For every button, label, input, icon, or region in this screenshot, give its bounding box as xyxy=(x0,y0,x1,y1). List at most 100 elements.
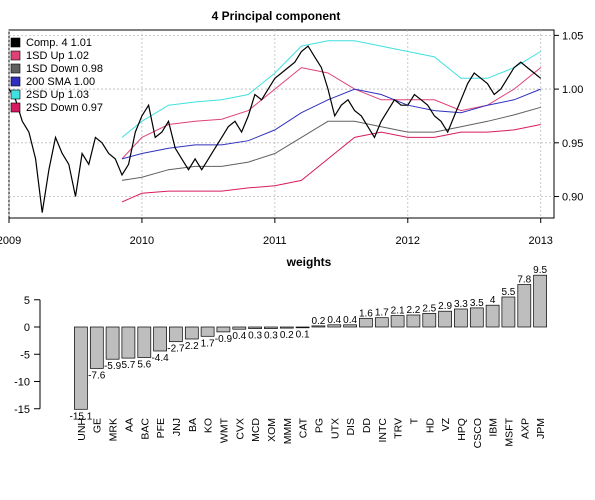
bar-category-label: BA xyxy=(187,418,199,432)
bar-category-label: GE xyxy=(92,418,104,433)
bar-chart-title: weights xyxy=(286,255,332,269)
bar-data-label: 3.3 xyxy=(454,299,468,310)
bar-category-label: BAC xyxy=(139,418,151,440)
bar-category-label: PFE xyxy=(155,418,167,438)
bar-category-label: AXP xyxy=(519,418,531,439)
bar-data-label: 2.5 xyxy=(422,303,436,314)
legend-entry-label: 2SD Up 1.03 xyxy=(26,89,89,101)
bar-data-label: 0.2 xyxy=(280,330,294,341)
bar-data-label: 3.5 xyxy=(470,298,484,309)
line-chart-grid xyxy=(8,30,554,218)
bar-data-label: -0.9 xyxy=(215,334,233,345)
bar-bac xyxy=(137,326,152,358)
bar-category-label: AA xyxy=(123,418,135,432)
bar-chart-bars xyxy=(74,274,547,410)
bar-data-label: -5.9 xyxy=(104,361,122,372)
bar-data-label: 0.2 xyxy=(311,316,325,327)
bar-chart-y-tick-label: -10 xyxy=(14,377,30,389)
bar-category-label: HD xyxy=(424,418,436,434)
bar-data-label: 2.2 xyxy=(406,305,420,316)
bar-intc xyxy=(374,317,389,328)
bar-chart-category-labels: UNH GE MRK AA BAC PFE JNJ BA KO WMT CVX MCD XOM MMM CA… xyxy=(76,417,547,448)
bar-trv xyxy=(390,315,405,328)
bar-data-label: 0.4 xyxy=(327,315,341,326)
line-chart-x-tick-label: 2009 xyxy=(0,235,21,247)
bar-data-label: 0.4 xyxy=(343,315,357,326)
legend-entry-label: 2SD Down 0.97 xyxy=(26,102,103,114)
bar-pg xyxy=(311,325,326,328)
bar-xom xyxy=(264,326,278,329)
line-chart-x-tick-label: 2012 xyxy=(396,235,420,247)
bar-category-label: UNH xyxy=(76,418,88,441)
bar-category-label: INTC xyxy=(377,418,389,443)
bar-category-label: KO xyxy=(203,418,215,433)
bar-category-label: MSFT xyxy=(503,417,515,446)
line-chart-title: 4 Principal component xyxy=(212,9,341,23)
bar-data-label: -2.7 xyxy=(167,344,185,355)
line-chart-y-tick-label: 1.00 xyxy=(562,84,583,96)
bar-msft xyxy=(501,296,516,328)
bar-category-label: PG xyxy=(313,418,325,433)
bar-wmt xyxy=(216,326,231,333)
bar-data-label: 0.3 xyxy=(264,331,278,342)
bar-category-label: JNJ xyxy=(171,418,183,436)
bar-dd xyxy=(359,317,373,328)
bar-data-label: 5.6 xyxy=(137,360,151,371)
line-series-2sd-up-1-03 xyxy=(121,40,541,138)
bar-data-label: 0.4 xyxy=(232,331,246,342)
line-chart-x-tick-label: 2011 xyxy=(263,235,287,247)
bar-data-label: 1.6 xyxy=(359,308,373,319)
bar-ibm xyxy=(485,304,500,328)
bar-chart-y-tick-label: 0 xyxy=(24,322,30,334)
bar-csco xyxy=(469,307,484,328)
legend-swatch xyxy=(10,76,21,87)
bar-data-label: 1.7 xyxy=(201,338,215,349)
bar-t xyxy=(406,314,421,328)
bar-data-label: -4.4 xyxy=(151,353,169,364)
bar-mmm xyxy=(279,326,294,329)
bar-category-label: TRV xyxy=(393,418,405,439)
bar-category-label: VZ xyxy=(440,417,452,431)
line-chart-x-tick-label: 2013 xyxy=(528,235,552,247)
bar-dis xyxy=(343,324,357,328)
bar-ko xyxy=(200,326,215,337)
line-series-2sd-down-0-97 xyxy=(121,124,541,203)
line-chart-y-tick-label: 1.05 xyxy=(562,30,583,42)
bar-aa xyxy=(121,326,136,359)
bar-category-label: DIS xyxy=(345,418,357,436)
bar-category-label: DD xyxy=(361,418,373,434)
legend-swatch xyxy=(10,50,21,61)
line-series-200-sma-1-00 xyxy=(121,88,541,160)
legend-swatch xyxy=(10,89,21,100)
bar-data-label: 1.7 xyxy=(375,308,389,319)
bar-ge xyxy=(89,326,104,369)
line-chart-y-tick-label: 0.95 xyxy=(562,138,583,150)
bar-mrk xyxy=(105,326,120,360)
bar-category-label: IBM xyxy=(488,418,500,437)
bar-pfe xyxy=(153,326,167,352)
line-series-comp-4-1-01 xyxy=(8,45,542,213)
bar-data-label: 4 xyxy=(490,295,496,306)
legend-entry-label: Comp. 4 1.01 xyxy=(26,37,92,49)
bar-category-label: WMT xyxy=(218,417,230,443)
bar-chart-data-labels: -15.1-7.6-5.9 5.7 5.6-4.4-2.7 2.2 1.7 -0.9 0.4… xyxy=(70,265,548,422)
bar-data-label: 7.8 xyxy=(517,275,531,286)
bar-unh xyxy=(74,326,88,410)
bar-data-label: -15.1 xyxy=(70,411,93,422)
bar-category-label: JPM xyxy=(535,418,547,439)
legend-swatch xyxy=(10,37,21,48)
bar-cat xyxy=(295,326,310,329)
bar-category-label: UTX xyxy=(329,418,341,439)
bar-data-label: 2.9 xyxy=(438,301,452,312)
line-chart-x-axis: 2009 2010 2011 2012 2013 xyxy=(0,218,553,247)
line-chart-x-tick-label: 2010 xyxy=(130,235,154,247)
bar-category-label: MMM xyxy=(282,418,294,444)
bar-hd xyxy=(422,313,437,328)
bar-chart-y-tick-label: 5 xyxy=(24,295,30,307)
bar-mcd xyxy=(248,326,262,329)
bar-vz xyxy=(438,310,452,328)
bar-category-label: MCD xyxy=(250,418,262,442)
bar-utx xyxy=(327,324,342,328)
